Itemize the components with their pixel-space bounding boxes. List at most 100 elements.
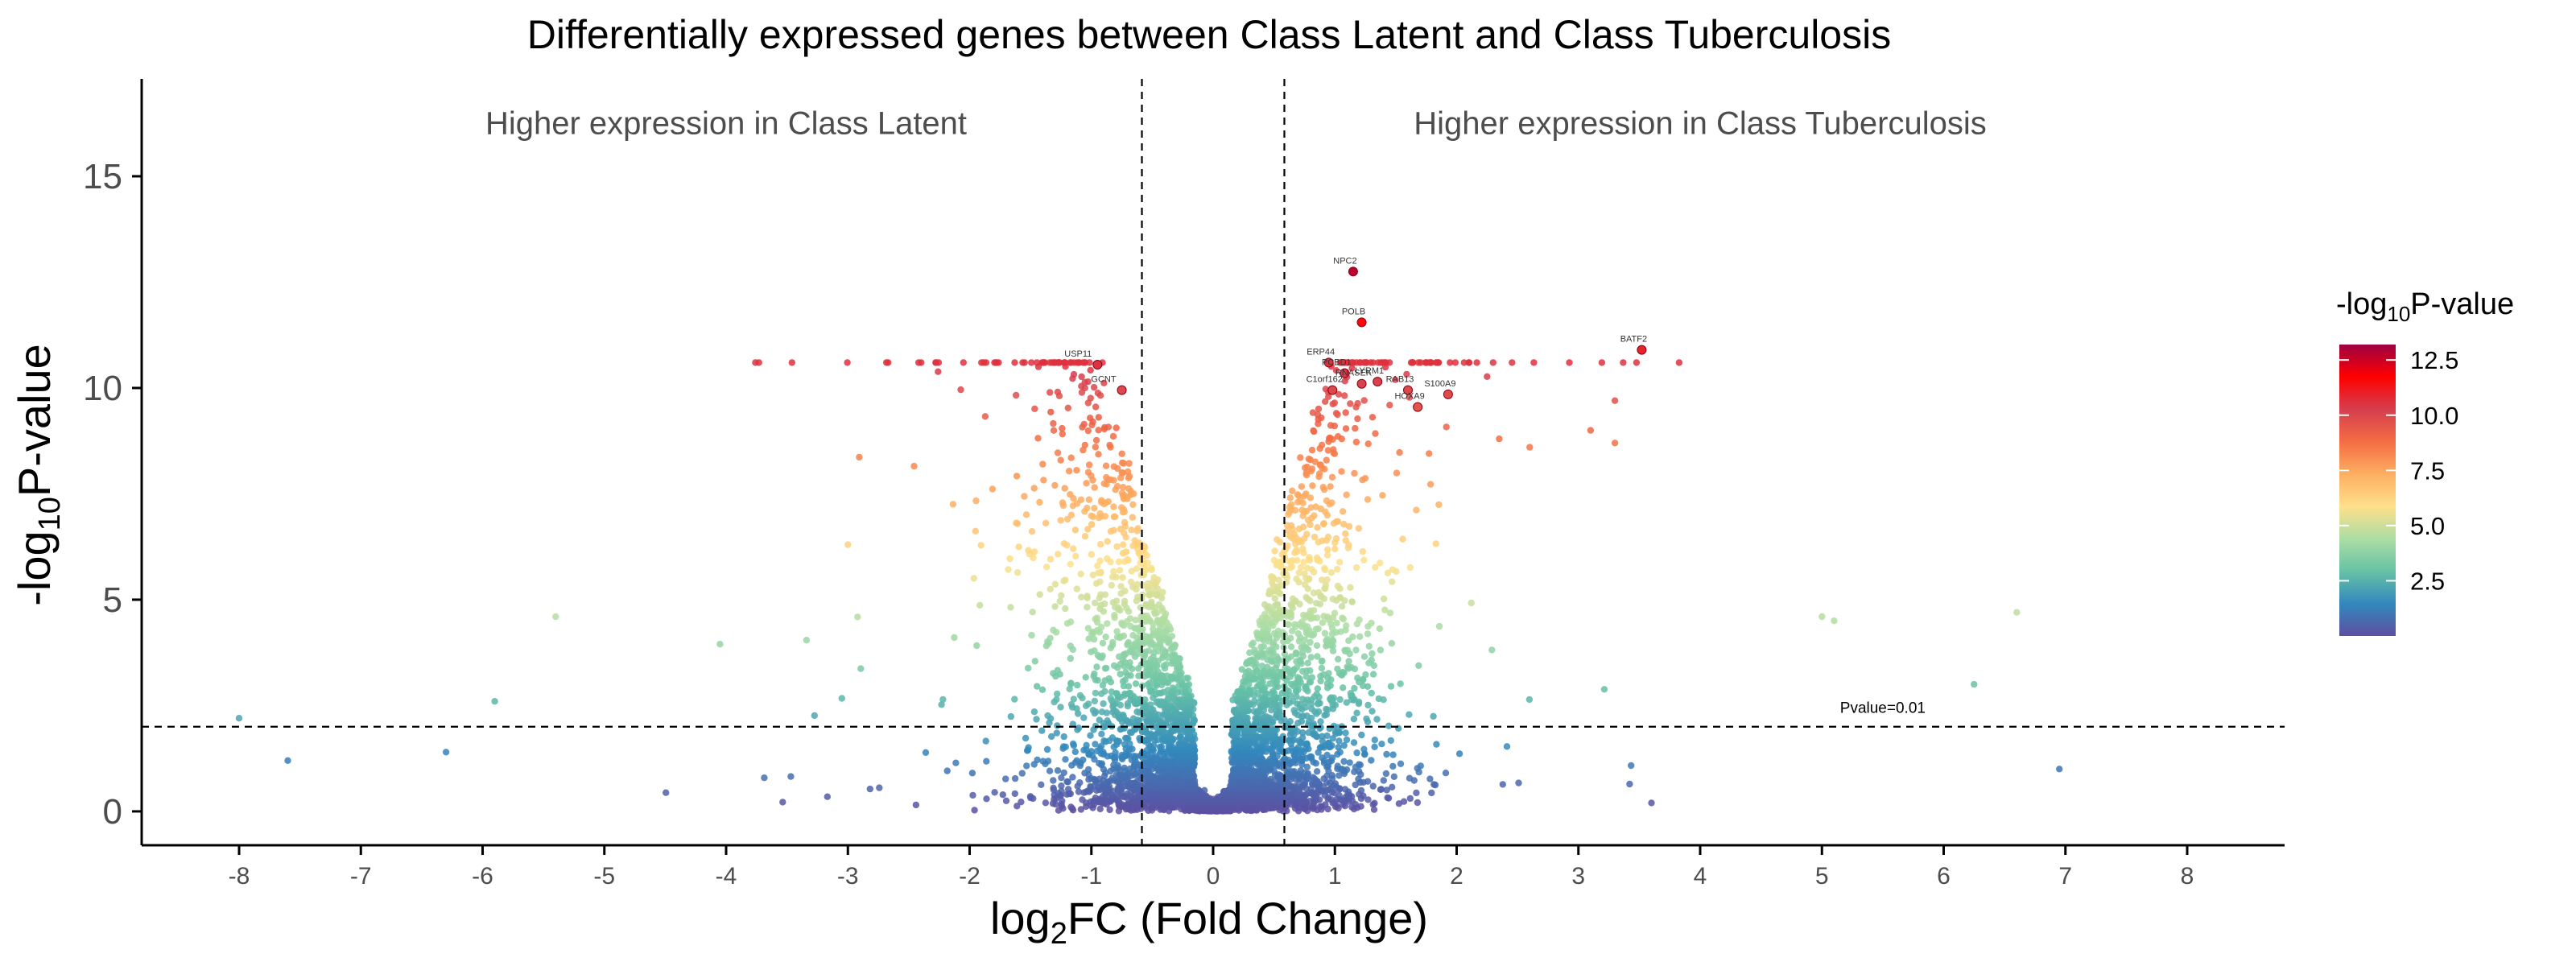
- data-point: [1113, 628, 1121, 635]
- data-point: [1389, 783, 1396, 791]
- data-point: [1099, 639, 1107, 647]
- data-point: [1340, 521, 1348, 528]
- data-point: [1333, 565, 1341, 573]
- data-point: [1108, 581, 1116, 589]
- data-point: [1299, 545, 1307, 553]
- data-point: [1290, 768, 1298, 775]
- data-point: [1080, 714, 1088, 721]
- data-point: [1352, 646, 1360, 654]
- data-point: [1347, 584, 1354, 591]
- data-point: [1013, 803, 1021, 810]
- data-point: [1133, 565, 1141, 572]
- data-point: [1382, 770, 1390, 778]
- data-point: [1525, 696, 1534, 704]
- data-point: [1057, 517, 1064, 524]
- data-point: [1364, 796, 1372, 803]
- data-point: [1818, 613, 1826, 621]
- data-point: [1364, 630, 1372, 638]
- data-point: [1313, 600, 1320, 607]
- data-point: [1067, 803, 1075, 811]
- data-point: [1313, 554, 1321, 561]
- data-point: [1201, 786, 1208, 794]
- data-point: [1320, 520, 1327, 527]
- data-point: [1270, 556, 1278, 564]
- data-point: [1258, 663, 1266, 670]
- data-point: [1323, 751, 1331, 759]
- data-point: [1350, 716, 1358, 723]
- data-point: [1058, 592, 1065, 599]
- data-point: [1340, 758, 1348, 766]
- data-point: [1108, 734, 1117, 741]
- data-point: [1072, 552, 1080, 559]
- data-point: [1371, 799, 1378, 807]
- data-point: [1013, 473, 1021, 480]
- data-point: [1097, 541, 1104, 548]
- data-point: [939, 696, 947, 704]
- data-point: [1079, 796, 1086, 803]
- data-point: [1368, 619, 1375, 627]
- data-point: [1344, 646, 1352, 654]
- data-point: [1067, 454, 1075, 461]
- data-point: [1092, 599, 1099, 607]
- data-point: [912, 801, 920, 809]
- data-point: [1298, 696, 1307, 703]
- data-point: [1124, 555, 1131, 564]
- data-point: [1104, 620, 1111, 627]
- data-point: [235, 715, 243, 722]
- data-point: [976, 601, 984, 609]
- data-point: [811, 712, 818, 720]
- data-point: [1370, 806, 1378, 813]
- data-point: [1323, 732, 1331, 740]
- data-point: [1066, 468, 1073, 475]
- data-point: [1358, 731, 1365, 739]
- data-point: [1002, 797, 1010, 804]
- data-point: [1120, 632, 1128, 640]
- data-point: [1060, 743, 1067, 750]
- data-point: [1121, 518, 1129, 526]
- data-point: [1025, 664, 1032, 672]
- data-point: [1169, 684, 1177, 691]
- data-point: [1349, 633, 1356, 641]
- data-point: [1284, 542, 1291, 550]
- data-point: [1122, 668, 1129, 676]
- data-point: [1387, 683, 1395, 690]
- data-point: [1110, 526, 1117, 534]
- data-point: [1091, 697, 1099, 705]
- data-point: [1249, 639, 1257, 646]
- data-point: [952, 759, 960, 766]
- data-point: [1334, 582, 1342, 590]
- data-point: [1298, 483, 1306, 490]
- data-point: [1378, 741, 1385, 748]
- data-point: [1069, 740, 1077, 748]
- data-point: [1368, 757, 1375, 764]
- data-point: [1101, 687, 1108, 695]
- data-point: [1348, 598, 1356, 605]
- data-point: [1648, 799, 1655, 807]
- data-point: [1377, 786, 1385, 793]
- data-point: [1104, 717, 1111, 724]
- data-point: [983, 795, 990, 803]
- data-point: [1430, 712, 1437, 720]
- data-point: [1050, 777, 1057, 784]
- data-point: [1118, 504, 1125, 511]
- data-point: [1503, 743, 1511, 750]
- data-point: [1034, 683, 1041, 690]
- data-point: [1067, 618, 1075, 625]
- data-point: [1129, 501, 1137, 508]
- data-point: [1087, 732, 1094, 739]
- data-point: [1325, 670, 1332, 677]
- data-point: [1327, 483, 1334, 490]
- data-point: [1084, 766, 1092, 774]
- data-point: [1054, 767, 1062, 774]
- data-point: [1103, 664, 1110, 672]
- data-point: [1069, 774, 1076, 781]
- data-point: [1317, 718, 1324, 725]
- data-point: [876, 784, 883, 791]
- data-point: [1026, 793, 1034, 800]
- data-point: [1335, 737, 1343, 745]
- data-point: [1303, 564, 1311, 572]
- data-point: [1067, 679, 1075, 687]
- data-point: [803, 637, 811, 644]
- data-point: [824, 793, 831, 800]
